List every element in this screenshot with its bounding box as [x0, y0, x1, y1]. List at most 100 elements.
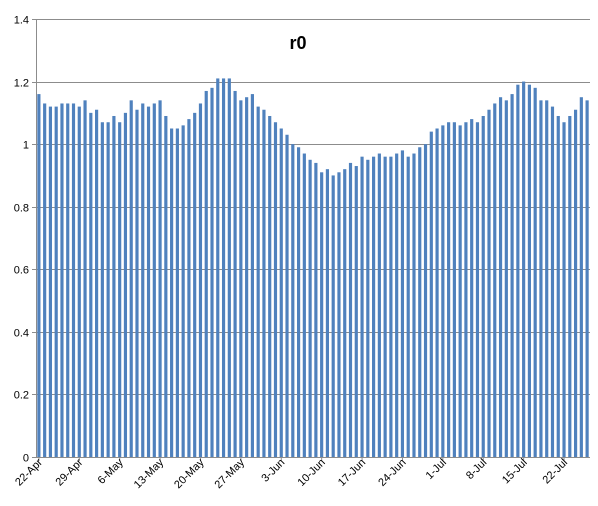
y-tick-label: 0.2	[14, 390, 29, 402]
bar	[83, 100, 87, 457]
bar	[106, 122, 110, 458]
bar	[291, 144, 295, 457]
bar	[464, 122, 468, 458]
bar	[233, 90, 237, 458]
axes	[32, 19, 590, 461]
bar	[510, 94, 514, 457]
gridlines	[36, 19, 590, 458]
bar	[435, 128, 439, 457]
bar	[331, 175, 335, 457]
bar	[395, 153, 399, 457]
y-tick-label: 1.2	[14, 78, 29, 90]
bar	[493, 103, 497, 457]
bar	[545, 100, 549, 457]
bar	[539, 100, 543, 457]
bar	[100, 122, 104, 458]
bar	[296, 147, 301, 457]
bar	[60, 103, 64, 457]
bar	[210, 87, 214, 457]
bar	[522, 81, 526, 457]
x-tick-label: 24-Jun	[376, 457, 408, 489]
bar	[481, 115, 485, 458]
bar	[516, 84, 520, 457]
bar	[308, 159, 312, 458]
bar	[181, 125, 185, 458]
bar	[348, 162, 353, 457]
bar	[383, 156, 387, 457]
bar	[573, 109, 578, 457]
y-tick-label: 1.4	[14, 15, 29, 27]
bar	[285, 134, 289, 457]
bar	[37, 94, 41, 457]
x-tick-label: 6-May	[96, 456, 126, 486]
bar	[418, 147, 422, 457]
y-tick-label: 0.4	[14, 328, 29, 340]
bar	[43, 103, 47, 457]
x-tick-label: 22-Jul	[540, 457, 570, 487]
bar	[389, 156, 393, 457]
bar	[504, 100, 508, 457]
bar	[118, 122, 122, 458]
bar	[441, 125, 445, 458]
bar	[470, 119, 474, 458]
chart-title: r0	[289, 33, 306, 53]
bar	[135, 109, 139, 457]
bar	[250, 94, 254, 457]
x-tick-label: 27-May	[213, 456, 248, 491]
bar	[429, 131, 433, 457]
bar	[452, 122, 456, 458]
bar	[164, 115, 168, 458]
bar	[579, 97, 583, 458]
x-tick-label: 13-May	[132, 456, 167, 491]
bar	[141, 103, 145, 457]
bar	[475, 122, 480, 458]
bar	[320, 172, 324, 458]
bar	[302, 153, 306, 457]
bar	[354, 166, 358, 458]
y-tick-label: 0	[23, 453, 29, 465]
bar	[337, 172, 341, 458]
bar	[95, 109, 99, 457]
y-tick-label: 1	[23, 140, 29, 152]
bar	[585, 100, 589, 457]
bar	[227, 78, 231, 457]
bar	[48, 106, 53, 457]
bar	[221, 78, 226, 457]
bar	[377, 153, 381, 457]
bar	[268, 115, 272, 458]
bar	[89, 112, 93, 458]
bar	[77, 106, 81, 457]
bar	[527, 84, 531, 457]
x-tick-label: 17-Jun	[336, 457, 368, 489]
bar	[447, 122, 451, 458]
bar	[314, 162, 318, 457]
bar	[279, 128, 283, 457]
bar	[550, 106, 555, 457]
x-tick-label: 1-Jul	[424, 457, 449, 482]
bar	[562, 122, 566, 458]
x-tick-label: 10-Jun	[296, 457, 328, 489]
bar	[66, 103, 70, 457]
bar	[54, 106, 58, 457]
bar	[170, 128, 174, 457]
bar	[412, 153, 416, 457]
bar	[498, 97, 503, 458]
bar	[423, 144, 428, 457]
bar	[193, 112, 197, 458]
bar	[239, 100, 243, 457]
bar	[568, 115, 572, 458]
y-tick-label: 0.8	[14, 203, 29, 215]
bar	[152, 103, 156, 457]
bars	[37, 78, 589, 458]
bar	[256, 106, 260, 457]
bar	[123, 112, 128, 458]
x-tick-label: 8-Jul	[464, 457, 489, 482]
x-tick-label: 20-May	[172, 456, 207, 491]
bar	[216, 78, 220, 457]
bar	[366, 159, 370, 458]
bar	[343, 169, 347, 458]
bar	[245, 97, 249, 458]
bar	[273, 122, 278, 458]
bar	[360, 156, 364, 457]
